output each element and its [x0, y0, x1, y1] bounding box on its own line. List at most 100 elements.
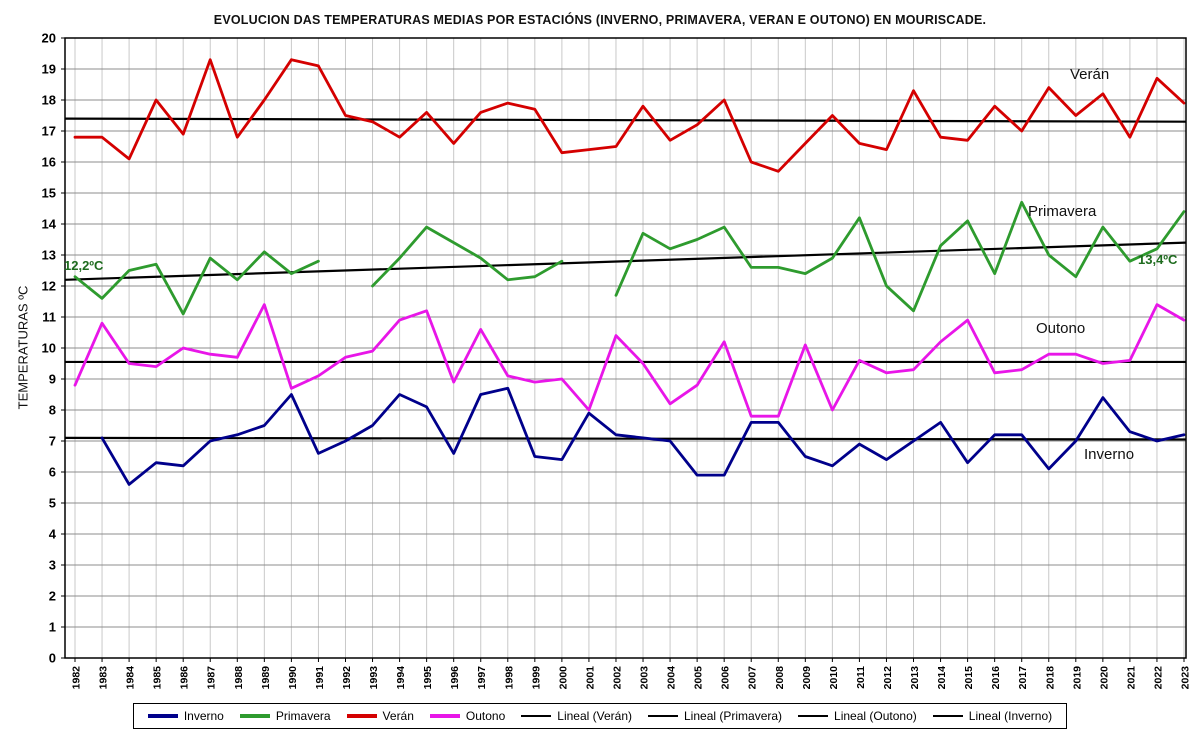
legend-label: Lineal (Inverno): [968, 709, 1053, 723]
x-tick-label: 1982: [71, 666, 83, 690]
trendline-lineal-inverno-: [64, 436, 1187, 441]
x-tick-label: 1994: [395, 666, 407, 690]
trend-annotation-start: 12,2ºC: [64, 258, 104, 273]
y-tick-label: 13: [42, 248, 56, 263]
legend-item-lineal-outono-: Lineal (Outono): [798, 709, 917, 723]
y-tick-label: 9: [49, 372, 56, 387]
x-tick-label: 2012: [882, 666, 894, 690]
legend-item-ver-n: Verán: [346, 709, 414, 723]
legend: Inverno Primavera Verán Outono Lineal (Verán…: [0, 703, 1200, 729]
x-tick-label: 1986: [179, 666, 191, 690]
y-tick-label: 17: [42, 124, 56, 139]
x-tick-label: 1995: [422, 666, 434, 690]
y-tick-label: 10: [42, 341, 56, 356]
x-tick-label: 1985: [152, 666, 164, 690]
legend-item-inverno: Inverno: [147, 709, 224, 723]
legend-swatch: [932, 715, 963, 717]
x-tick-labels: 1982 1983 1984 1985 1986 1987 1988 1989 1990 1991…: [71, 666, 1192, 690]
series-label-veran: Verán: [1070, 66, 1110, 83]
legend-item-lineal-inverno-: Lineal (Inverno): [932, 709, 1053, 723]
legend-swatch: [648, 715, 678, 717]
legend-label: Lineal (Verán): [557, 709, 632, 723]
axis-ticks: [61, 37, 1185, 662]
series-label-inverno: Inverno: [1084, 446, 1135, 463]
y-tick-label: 20: [42, 31, 56, 46]
x-tick-label: 1998: [503, 666, 515, 690]
legend-item-outono: Outono: [429, 709, 506, 723]
y-tick-label: 0: [49, 651, 56, 666]
x-tick-label: 2015: [963, 666, 975, 690]
y-tick-label: 2: [49, 589, 56, 604]
y-tick-label: 6: [49, 465, 56, 480]
x-tick-label: 1989: [260, 666, 272, 690]
series-label-primavera: Primavera: [1028, 203, 1097, 220]
trend-annotation-end: 13,4ºC: [1138, 252, 1178, 267]
legend-item-primavera: Primavera: [239, 709, 331, 723]
x-tick-label: 1983: [98, 666, 110, 690]
x-tick-label: 2004: [666, 666, 678, 690]
y-tick-label: 12: [42, 279, 56, 294]
legend-swatch: [346, 714, 377, 718]
legend-item-lineal-ver-n-: Lineal (Verán): [521, 709, 632, 723]
x-tick-label: 2007: [747, 666, 759, 690]
x-tick-label: 2023: [1180, 666, 1192, 690]
legend-swatch: [798, 715, 829, 717]
x-tick-label: 1984: [125, 666, 137, 690]
legend-label: Outono: [465, 709, 506, 723]
y-tick-label: 1: [49, 620, 56, 635]
y-tick-label: 8: [49, 403, 56, 418]
x-tick-label: 2003: [639, 666, 651, 690]
trendline-lineal-primavera-: [64, 241, 1187, 281]
y-tick-label: 7: [49, 434, 56, 449]
x-tick-label: 2002: [611, 666, 623, 690]
y-tick-label: 15: [42, 186, 56, 201]
x-tick-label: 2000: [557, 666, 569, 690]
y-tick-label: 16: [42, 155, 56, 170]
y-tick-label: 4: [49, 527, 57, 542]
x-tick-label: 2009: [801, 666, 813, 690]
chart-title: EVOLUCION DAS TEMPERATURAS MEDIAS POR ES…: [213, 13, 987, 27]
y-tick-label: 19: [42, 62, 56, 77]
x-tick-label: 2017: [1017, 666, 1029, 690]
legend-label: Lineal (Primavera): [684, 709, 783, 723]
series-line-inverno: [100, 386, 1186, 486]
x-tick-label: 2011: [855, 666, 867, 689]
x-tick-label: 1992: [341, 666, 353, 690]
series-line-ver-n: [73, 58, 1186, 173]
legend-label: Primavera: [275, 709, 331, 723]
series-line-primavera: [73, 200, 1186, 316]
legend-box: Inverno Primavera Verán Outono Lineal (Verán…: [132, 703, 1068, 729]
x-tick-label: 1993: [368, 666, 380, 690]
y-tick-label: 3: [49, 558, 56, 573]
y-tick-label: 11: [42, 310, 56, 325]
legend-label: Verán: [382, 709, 414, 723]
x-tick-label: 1996: [449, 666, 461, 690]
x-tick-label: 2018: [1044, 666, 1056, 690]
legend-item-lineal-primavera-: Lineal (Primavera): [648, 709, 782, 723]
series-lines: [73, 58, 1186, 486]
x-tick-label: 2020: [1098, 666, 1110, 690]
legend-swatch: [239, 714, 270, 718]
x-tick-label: 1987: [206, 666, 218, 690]
series-label-outono: Outono: [1036, 320, 1086, 337]
x-tick-label: 1991: [314, 666, 326, 690]
x-tick-label: 2022: [1152, 666, 1164, 690]
x-tick-label: 2016: [990, 666, 1002, 690]
x-tick-label: 2019: [1071, 666, 1083, 690]
legend-swatch: [147, 714, 178, 718]
x-tick-label: 2006: [720, 666, 732, 690]
trendlines: [64, 117, 1187, 441]
x-tick-label: 2010: [828, 666, 840, 690]
x-tick-label: 2008: [774, 666, 786, 690]
x-tick-label: 1990: [287, 666, 299, 690]
x-tick-label: 2005: [693, 666, 705, 690]
legend-swatch: [429, 714, 460, 718]
legend-swatch: [521, 715, 552, 717]
legend-label: Inverno: [183, 709, 224, 723]
series-line-outono: [73, 303, 1186, 418]
y-tick-label: 18: [42, 93, 56, 108]
x-tick-label: 1999: [530, 666, 542, 690]
